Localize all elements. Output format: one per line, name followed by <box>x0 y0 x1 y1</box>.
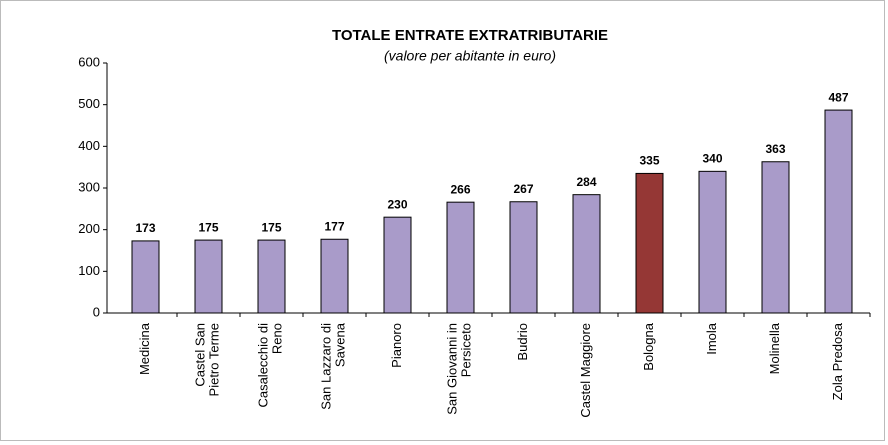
value-label: 363 <box>765 142 785 156</box>
bar <box>572 194 601 314</box>
value-label: 340 <box>702 152 722 166</box>
y-tick-label: 100 <box>78 263 100 278</box>
x-tick-label: Budrio <box>515 323 530 361</box>
value-label: 175 <box>261 220 281 234</box>
bar <box>761 161 790 314</box>
value-label: 267 <box>513 182 533 196</box>
bar <box>446 201 475 314</box>
bar <box>509 201 538 314</box>
x-tick-label: Molinella <box>767 322 782 374</box>
x-tick-label: San Giovanni inPersiceto <box>445 323 474 415</box>
x-tick-label: San Lazzaro diSavena <box>319 322 348 410</box>
x-tick-label: Pianoro <box>389 323 404 368</box>
bar <box>698 170 727 314</box>
x-tick-label: Bologna <box>641 322 656 370</box>
y-tick-label: 0 <box>93 304 100 319</box>
x-tick-label: Medicina <box>137 322 152 375</box>
value-label: 177 <box>324 219 344 233</box>
value-label: 487 <box>828 90 848 104</box>
x-tick-label: Zola Predosa <box>830 322 845 400</box>
y-tick-label: 200 <box>78 221 100 236</box>
value-label: 173 <box>135 221 155 235</box>
chart-subtitle: (valore per abitante in euro) <box>384 48 556 64</box>
bar <box>824 109 853 314</box>
value-label: 175 <box>198 220 218 234</box>
x-tick-label: Imola <box>704 322 719 355</box>
y-tick-label: 500 <box>78 96 100 111</box>
bar <box>635 172 664 314</box>
chart-title: TOTALE ENTRATE EXTRATRIBUTARIE <box>332 27 608 44</box>
y-tick-label: 400 <box>78 138 100 153</box>
bar <box>320 238 349 314</box>
bar <box>257 239 286 314</box>
value-label: 230 <box>387 197 407 211</box>
y-tick-label: 300 <box>78 179 100 194</box>
value-label: 335 <box>639 154 659 168</box>
x-tick-label: Casalecchio diReno <box>256 323 285 408</box>
x-tick-label: Castel Maggiore <box>578 323 593 418</box>
bar <box>383 216 412 314</box>
value-label: 284 <box>576 175 596 189</box>
x-tick-label: Castel SanPietro Terme <box>193 323 222 396</box>
value-label: 266 <box>450 182 470 196</box>
y-tick-label: 600 <box>78 54 100 69</box>
bar <box>131 240 160 314</box>
bar <box>194 239 223 314</box>
